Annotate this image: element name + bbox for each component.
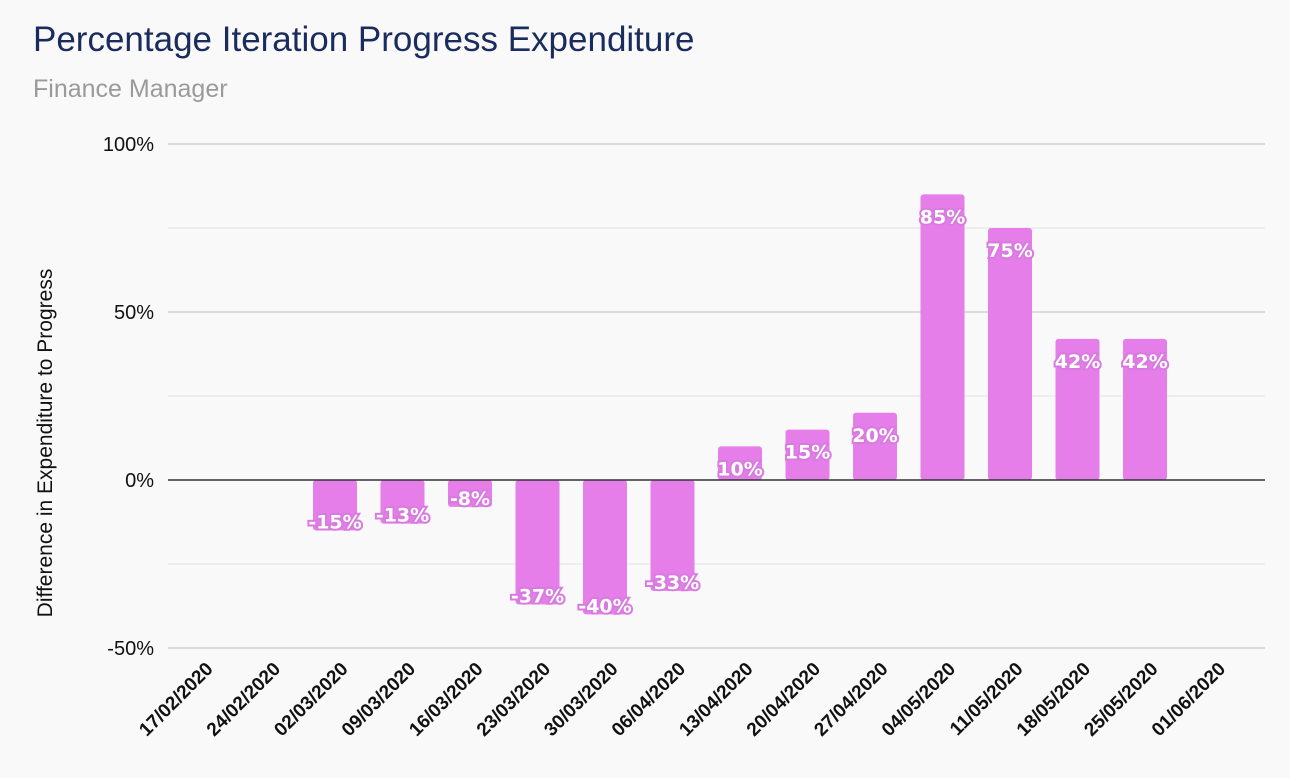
- bar: [988, 228, 1032, 480]
- chart-subtitle: Finance Manager: [33, 75, 228, 103]
- bar: [650, 480, 695, 591]
- x-tick-label: 01/06/2020: [1148, 659, 1230, 741]
- bar: [1123, 338, 1167, 480]
- data-label: 10%: [717, 458, 762, 480]
- y-tick-label: 0%: [125, 470, 154, 492]
- y-tick-labels: 100% 50% 0% -50%: [103, 134, 154, 660]
- data-labels: -15% -13% -8% -37% -40% -33% 10% 15% 20% 85% 75% 42…: [306, 204, 1169, 619]
- y-tick-label: 100%: [103, 134, 154, 156]
- bar: [515, 480, 560, 605]
- data-label: 42%: [1122, 351, 1167, 373]
- data-label: -37%: [511, 585, 564, 607]
- gridlines: [168, 143, 1265, 649]
- bar: [853, 412, 897, 480]
- x-tick-labels: 17/02/202024/02/202002/03/202009/03/2020…: [135, 659, 1230, 741]
- data-label: 42%: [1055, 351, 1100, 373]
- bar: [448, 480, 492, 507]
- data-label: -40%: [578, 595, 631, 617]
- data-label: 85%: [920, 206, 965, 228]
- bar: [313, 480, 357, 531]
- bar: [718, 446, 762, 480]
- data-label: 20%: [852, 425, 897, 447]
- chart-title: Percentage Iteration Progress Expenditur…: [33, 20, 695, 59]
- data-label: -15%: [308, 511, 361, 533]
- x-tick-label: 04/05/2020: [878, 659, 960, 741]
- bar: [1055, 338, 1100, 480]
- bar: [785, 429, 830, 480]
- data-label: 75%: [987, 240, 1032, 262]
- data-label: 15%: [785, 442, 830, 464]
- bar: [583, 480, 627, 615]
- y-tick-label: -50%: [107, 638, 154, 660]
- data-label: -8%: [450, 488, 490, 510]
- data-label: -33%: [646, 572, 699, 594]
- bars: [313, 194, 1167, 615]
- bar: [920, 194, 965, 480]
- bar: [380, 480, 425, 524]
- y-axis-title: Difference in Expenditure to Progress: [34, 269, 57, 618]
- y-tick-label: 50%: [114, 302, 154, 324]
- data-label: -13%: [376, 505, 429, 527]
